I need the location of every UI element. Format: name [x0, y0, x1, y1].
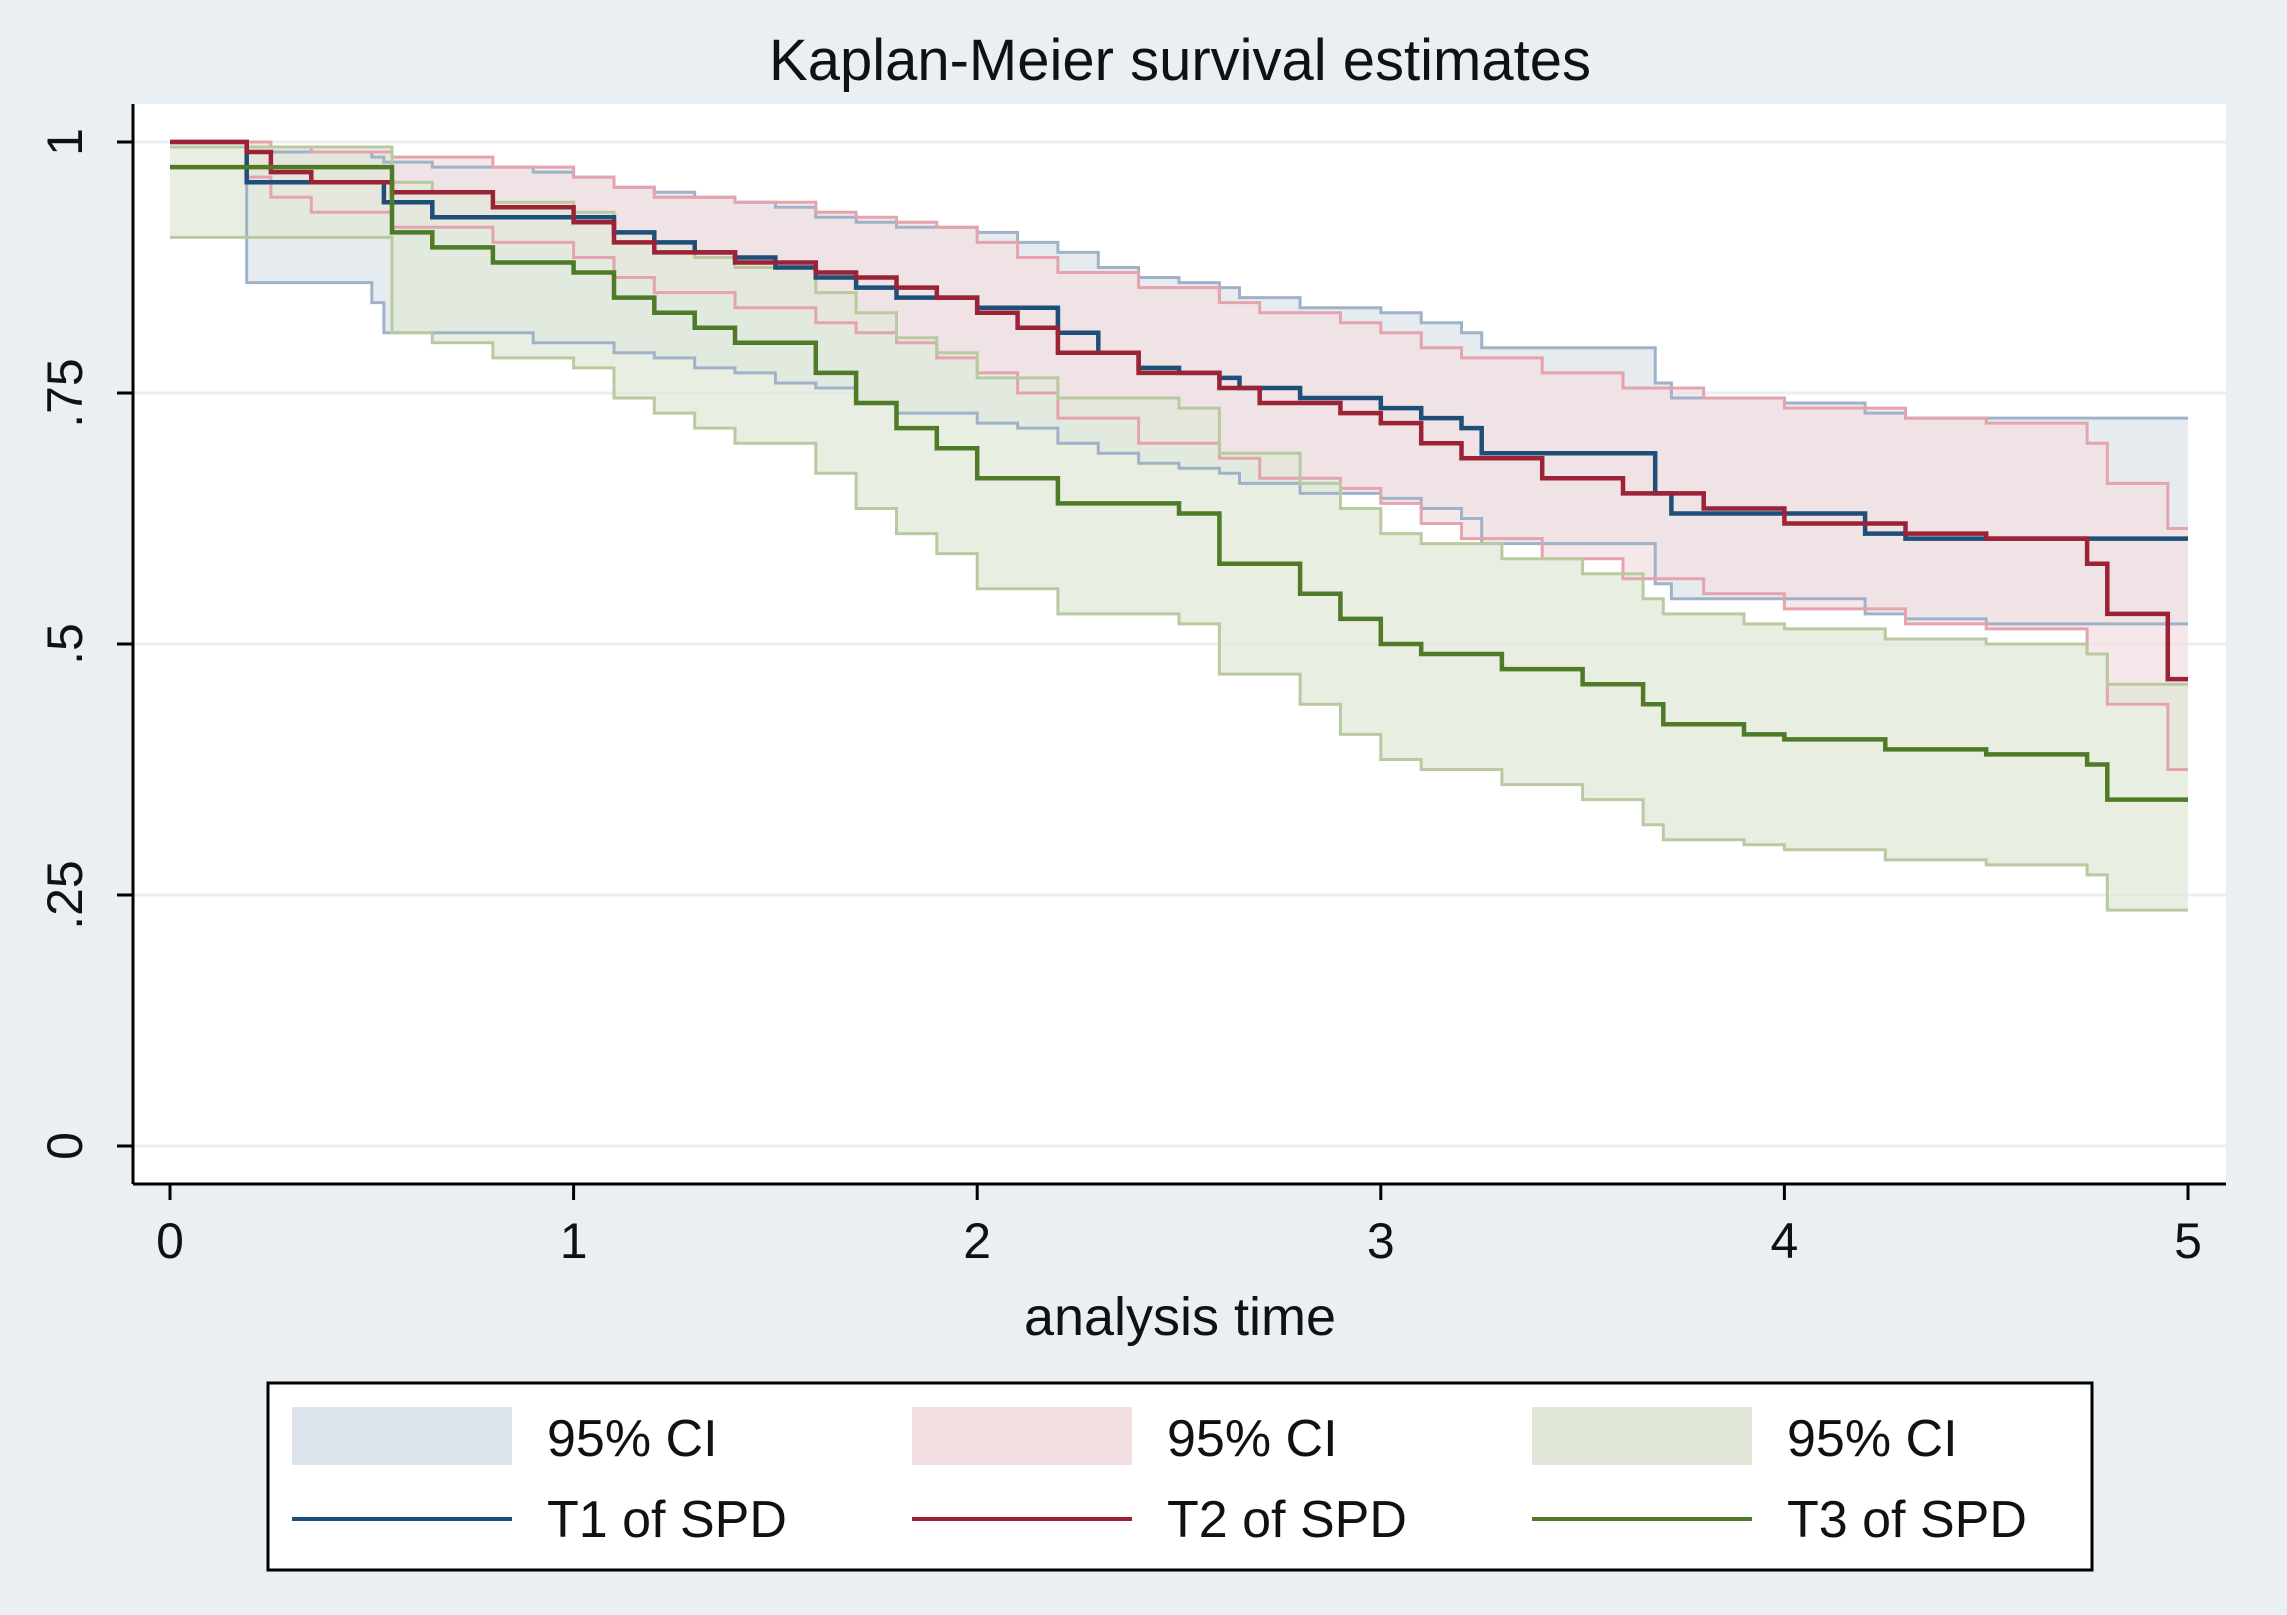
y-tick-label-0: 0 [37, 1132, 93, 1160]
x-tick-label-4: 4 [1770, 1213, 1798, 1269]
legend-ci-swatch-3 [1532, 1407, 1752, 1465]
x-tick-label-2: 2 [963, 1213, 991, 1269]
legend-series-label-1: T1 of SPD [547, 1491, 787, 1549]
km-curve-series-3 [170, 164, 2188, 802]
ci-lower-line-series-2 [170, 140, 2188, 771]
x-tick-label-3: 3 [1367, 1213, 1395, 1269]
legend-ci-label-3: 95% CI [1787, 1410, 1958, 1468]
x-ticks: 0 1 2 3 4 5 [156, 1184, 2202, 1269]
legend: 95% CI T1 of SPD 95% CI T2 of SPD 95% CI T3 o… [266, 1381, 2094, 1572]
km-curve-series-2 [170, 139, 2188, 682]
chart-title: Kaplan-Meier survival estimates [769, 28, 1591, 93]
y-ticks: 0 .25 .5 .75 1 [37, 128, 133, 1160]
legend-ci-swatch-1 [292, 1407, 512, 1465]
ci-upper-line-series-1 [170, 140, 2188, 420]
legend-ci-swatch-2 [912, 1407, 1132, 1465]
x-axis-label: analysis time [1024, 1287, 1336, 1347]
ci-upper-line-series-2 [170, 140, 2188, 530]
legend-box [266, 1381, 2094, 1572]
km-curve-series-1 [170, 139, 2188, 541]
legend-ci-label-1: 95% CI [547, 1410, 718, 1468]
survival-curves [170, 139, 2188, 802]
y-tick-label-3: .75 [37, 358, 93, 428]
x-tick-label-0: 0 [156, 1213, 184, 1269]
confidence-bands [170, 140, 2188, 912]
legend-ci-label-2: 95% CI [1167, 1410, 1338, 1468]
legend-series-label-3: T3 of SPD [1787, 1491, 2027, 1549]
ci-band-series-3 [170, 147, 2188, 911]
y-tick-label-4: 1 [37, 128, 93, 156]
x-tick-label-5: 5 [2174, 1213, 2202, 1269]
ci-lower-line-series-1 [170, 140, 2188, 626]
y-tick-label-1: .25 [37, 860, 93, 930]
legend-series-label-2: T2 of SPD [1167, 1491, 1407, 1549]
y-tick-label-2: .5 [37, 623, 93, 665]
ci-lower-line-series-3 [170, 235, 2188, 912]
x-tick-label-1: 1 [560, 1213, 588, 1269]
